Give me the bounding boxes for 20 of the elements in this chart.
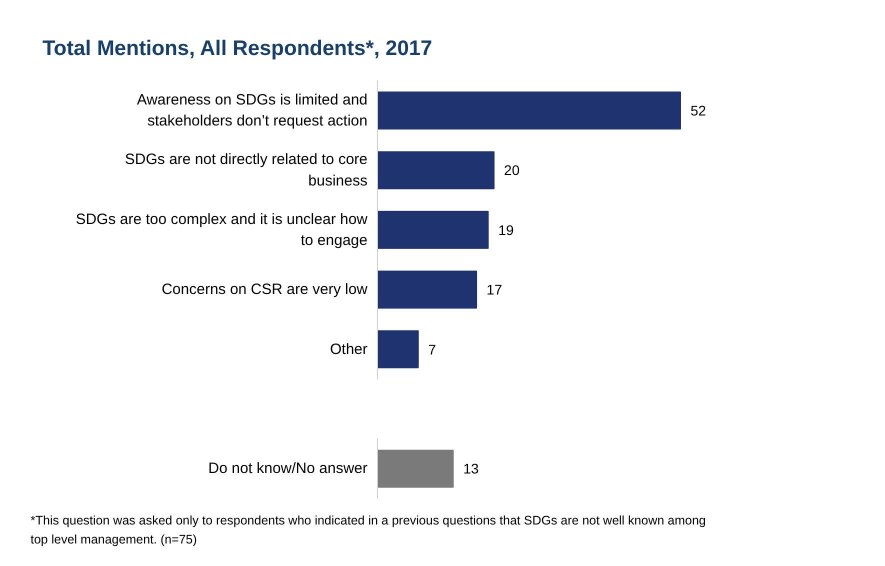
y-tick-label: Concerns on CSR are very low bbox=[162, 281, 368, 298]
bar bbox=[377, 330, 419, 368]
y-tick-label: Other bbox=[330, 340, 368, 358]
data-label: 52 bbox=[690, 102, 706, 118]
y-tick-label: Awareness on SDGs is limited and stakeholders don’t request action bbox=[136, 91, 368, 130]
text: *This question was asked only to respondents who indicated in a previous questions that SDGs are not well known among top level management. (n=75) bbox=[30, 514, 706, 546]
bar bbox=[377, 210, 489, 249]
bar bbox=[377, 151, 495, 190]
bar bbox=[377, 270, 478, 309]
data-label: 13 bbox=[463, 460, 480, 477]
data-label: 17 bbox=[486, 282, 502, 298]
bar bbox=[377, 450, 454, 488]
y-tick-label: SDGs are too complex and it is unclear how to engage bbox=[76, 210, 368, 250]
data-label: 19 bbox=[498, 222, 514, 238]
bar bbox=[377, 92, 681, 130]
data-label: 7 bbox=[428, 341, 436, 358]
chart-title: Total Mentions, All Respondents*, 2017 bbox=[42, 37, 432, 60]
y-tick-label: SDGs are not directly related to core business bbox=[124, 151, 368, 190]
data-label: 20 bbox=[504, 162, 520, 178]
y-tick-label: Do not know/No answer bbox=[208, 460, 368, 478]
